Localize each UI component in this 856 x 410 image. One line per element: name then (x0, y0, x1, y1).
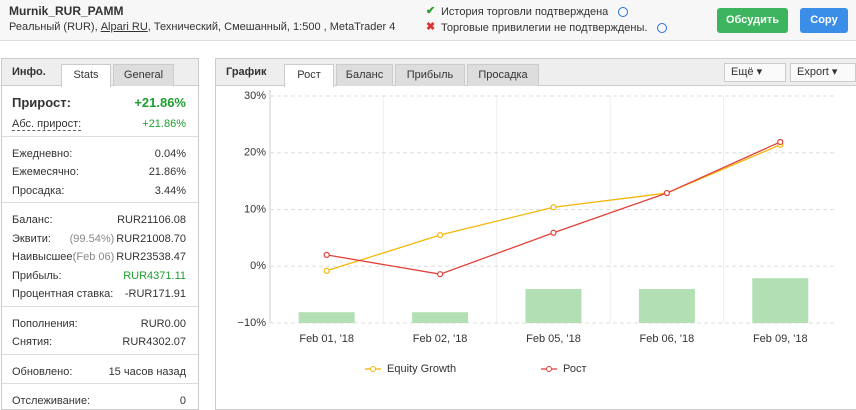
separator (2, 135, 198, 137)
stat-label: Прибыль: (12, 269, 62, 282)
tab[interactable]: Прибыль (395, 64, 465, 86)
stat-value-text: -RUR171.91 (124, 288, 186, 300)
discuss-button[interactable]: Обсудить (717, 8, 788, 33)
stat-label: Прирост: (12, 95, 71, 110)
stat-row: Прирост: +21.86% (12, 95, 186, 111)
separator (2, 383, 198, 384)
stat-label: Снятия: (12, 336, 53, 348)
stat-label: Эквити: (12, 232, 51, 245)
stat-label: Баланс: (12, 214, 53, 226)
details-text: , Технический, Смешанный, 1:500 , MetaTr… (147, 21, 396, 33)
panel-title: График (226, 66, 267, 78)
stat-value: RUR4302.07 (122, 334, 186, 350)
stat-value-text: RUR4371.11 (123, 269, 186, 282)
stat-row: Пополнения: RUR0.00 (12, 316, 186, 332)
stat-value-text: +21.86% (134, 95, 186, 110)
stat-value-text: RUR0.00 (140, 317, 186, 330)
stat-value-text: 15 часов назад (108, 365, 186, 378)
stat-row: Обновлено: 15 часов назад (12, 364, 186, 380)
account-title[interactable]: Murnik_RUR_PAMM (9, 4, 124, 18)
more-menu[interactable]: Ещё ▾ (724, 63, 786, 82)
stat-value: 3.44% (155, 183, 186, 199)
stat-value-text: RUR4302.07 (122, 336, 186, 348)
stat-value-text: RUR21008.70 (116, 232, 186, 245)
stat-label: Процентная ставка: (12, 288, 114, 300)
account-details: Реальный (RUR), Alpari RU, Технический, … (9, 21, 395, 33)
stat-value: (99.54%) RUR21008.70 (70, 231, 186, 247)
tab[interactable]: Рост (284, 64, 334, 87)
stat-row: Снятия: RUR4302.07 (12, 334, 186, 350)
stat-row: Процентная ставка: -RUR171.91 (12, 286, 186, 302)
info-panel: Инфо. Stats General Прирост: +21.86% Абс. … (1, 58, 199, 410)
stat-note: (99.54%) (69, 232, 115, 245)
details-text: Реальный (RUR), (9, 21, 101, 33)
stat-row: Эквити: (99.54%) RUR21008.70 (12, 231, 186, 247)
header: Murnik_RUR_PAMM Реальный (RUR), Alpari R… (0, 0, 856, 41)
separator (2, 305, 198, 307)
export-menu[interactable]: Export ▾ (790, 63, 856, 82)
help-icon[interactable] (657, 23, 667, 33)
tab[interactable]: Баланс (336, 64, 393, 86)
stat-row: Абс. прирост: +21.86% (12, 116, 186, 132)
menu-label: Export (797, 66, 829, 78)
stat-value-text: +21.86% (142, 118, 186, 130)
broker-link[interactable]: Alpari RU (100, 21, 148, 33)
stat-value-text: 3.44% (154, 184, 186, 197)
stat-value: +21.86% (142, 116, 186, 132)
stat-label: Обновлено: (12, 365, 73, 378)
stat-value-text: 0 (179, 395, 186, 407)
tab[interactable]: Просадка (467, 64, 539, 86)
tab[interactable]: General (113, 64, 174, 86)
stat-value: 0.04% (155, 146, 186, 162)
stat-label: Пополнения: (12, 317, 78, 330)
stat-label: Отслеживание: (12, 395, 91, 407)
stat-row: Баланс: RUR21106.08 (12, 212, 186, 228)
stat-value: -RUR171.91 (125, 286, 186, 302)
panel-header: Инфо. Stats General (2, 59, 198, 87)
status-text: История торговли подтверждена (441, 6, 609, 18)
chart-panel: График Рост Баланс Прибыль Просадка Ещё … (215, 58, 856, 410)
stat-row: Прибыль: RUR4371.11 (12, 268, 186, 284)
stat-label: Абс. прирост: (12, 118, 82, 131)
tab[interactable]: Stats (61, 64, 111, 87)
stat-label: Ежемесячно: (12, 166, 79, 178)
stat-label: Наивысшее: (12, 251, 76, 263)
menu-label: Ещё (731, 66, 754, 78)
stat-row: Просадка: 3.44% (12, 183, 186, 199)
stat-row: Ежемесячно: 21.86% (12, 164, 186, 180)
stat-value: (Feb 06) RUR23538.47 (73, 249, 186, 265)
stat-value-text: RUR21106.08 (117, 214, 186, 226)
panel-title: Инфо. (12, 66, 46, 78)
stat-label: Просадка: (12, 184, 65, 197)
stat-value: RUR0.00 (141, 316, 186, 332)
separator (2, 202, 198, 203)
stat-value: 15 часов назад (109, 364, 186, 380)
status-text: Торговые привилегии не подтверждены. (441, 22, 648, 34)
cross-icon: ✖ (426, 21, 436, 33)
check-icon: ✔ (426, 5, 436, 17)
stat-row: Отслеживание: 0 (12, 393, 186, 409)
stat-row: Ежедневно: 0.04% (12, 146, 186, 162)
stat-value-text: 0.04% (154, 147, 186, 160)
stat-note: (Feb 06) (72, 251, 115, 263)
stat-value-text: RUR23538.47 (116, 251, 186, 263)
stat-label: Ежедневно: (12, 147, 73, 160)
separator (2, 353, 198, 355)
stat-value: 0 (180, 393, 186, 409)
stat-value: RUR21106.08 (117, 212, 186, 228)
stat-value: RUR4371.11 (123, 268, 186, 284)
copy-button[interactable]: Copy (800, 8, 848, 33)
panel-header: График Рост Баланс Прибыль Просадка Ещё … (216, 59, 856, 87)
stat-value: +21.86% (134, 95, 186, 111)
stat-row: Наивысшее: (Feb 06) RUR23538.47 (12, 249, 186, 265)
stat-value-text: 21.86% (148, 166, 186, 178)
stat-value: 21.86% (149, 164, 186, 180)
help-icon[interactable] (618, 7, 628, 17)
